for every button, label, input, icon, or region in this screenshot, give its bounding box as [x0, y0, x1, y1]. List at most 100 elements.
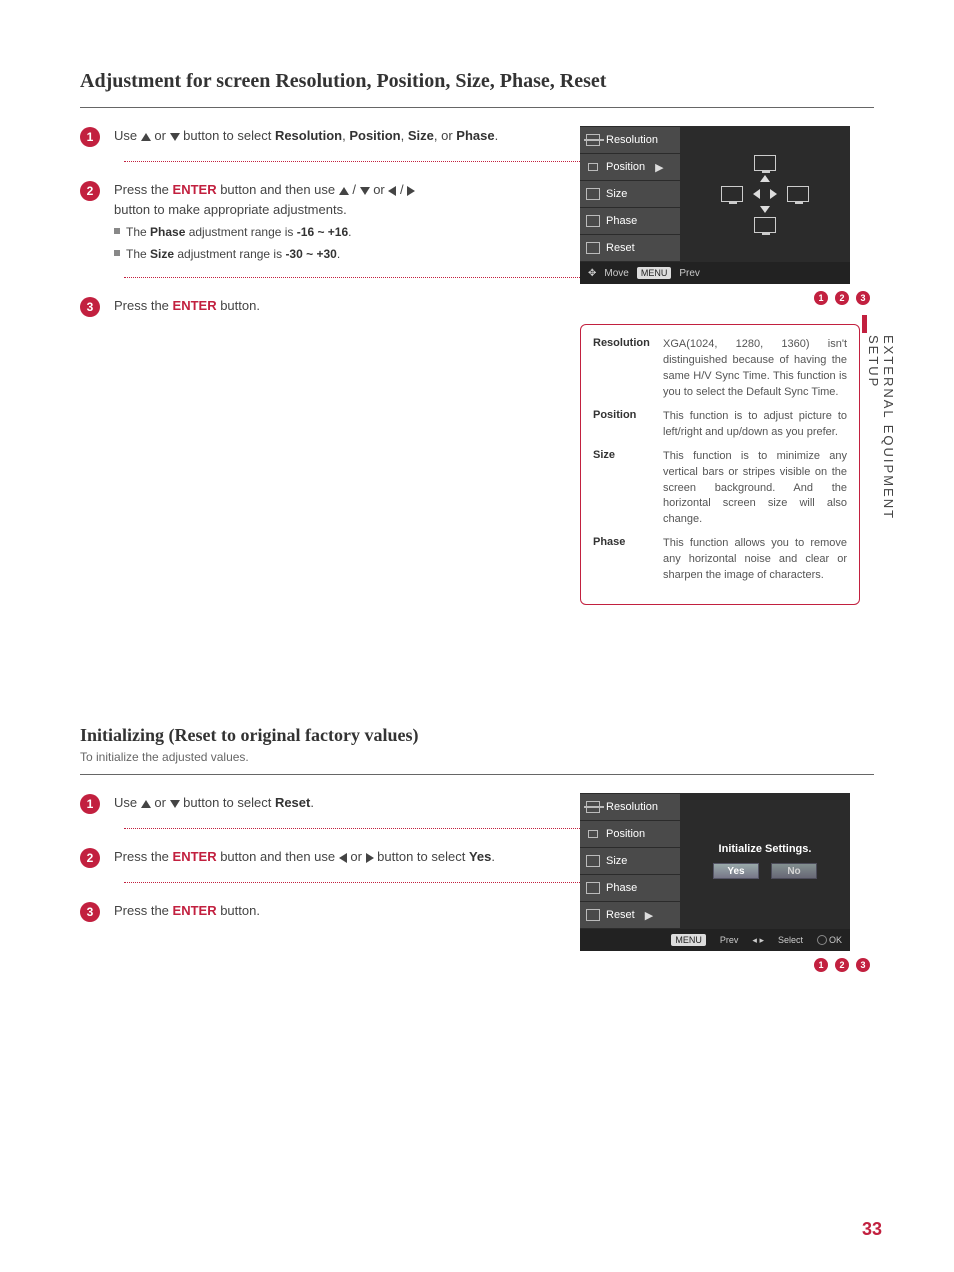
down-arrow-icon — [360, 187, 370, 195]
menu-button-label: MENU — [637, 267, 672, 279]
footer-ok-group: OK — [817, 935, 842, 946]
enter-label: ENTER — [173, 903, 217, 918]
osd-body: Resolution Position Size Phase Reset▶ In… — [580, 793, 850, 929]
left-arrow-icon — [388, 186, 396, 196]
init-preview: Initialize Settings. Yes No — [680, 793, 850, 929]
heading-rule-2 — [80, 774, 874, 775]
enter-label: ENTER — [173, 182, 217, 197]
init-columns: 1 Use or button to select Reset. 2 — [80, 793, 874, 973]
osd-item-reset[interactable]: Reset▶ — [580, 902, 680, 928]
step-number-1: 1 — [80, 794, 100, 814]
info-item-size: SizeThis function is to minimize any ver… — [593, 449, 847, 529]
reset-icon — [586, 909, 600, 921]
info-desc: This function is to adjust picture to le… — [663, 409, 847, 441]
step-number-3: 3 — [80, 297, 100, 317]
osd-footer: MENU Prev ◂ ▸ Select OK — [580, 929, 850, 951]
size-icon — [586, 188, 600, 200]
text: or — [154, 795, 169, 810]
footer-prev-label: Prev — [720, 935, 739, 945]
yes-button[interactable]: Yes — [713, 863, 759, 879]
down-arrow-icon — [170, 133, 180, 141]
osd-item-reset[interactable]: Reset — [580, 235, 680, 261]
screen-icon-left — [721, 186, 743, 202]
osd-label: Position — [606, 161, 645, 173]
info-item-phase: PhaseThis function allows you to remove … — [593, 536, 847, 584]
osd-item-size[interactable]: Size — [580, 181, 680, 207]
screen-icon-right — [787, 186, 809, 202]
text: adjustment range is — [174, 247, 285, 261]
enter-label: ENTER — [173, 849, 217, 864]
osd-body: Resolution Position ▶ Size Phase Reset — [580, 126, 850, 262]
osd-footer: ✥ Move MENU Prev — [580, 262, 850, 284]
bold-text: Size — [150, 247, 174, 261]
osd-item-phase[interactable]: Phase — [580, 875, 680, 901]
osd-item-resolution[interactable]: Resolution — [580, 794, 680, 820]
move-icon: ✥ — [588, 268, 596, 279]
info-desc: XGA(1024, 1280, 1360) isn't distinguishe… — [663, 337, 847, 401]
osd-item-position[interactable]: Position — [580, 821, 680, 847]
down-arrow-icon — [760, 206, 770, 213]
footer-select-label: Select — [778, 935, 803, 945]
adjust-steps: 1 Use or button to select Resolution, Po… — [80, 126, 550, 605]
menu-button-label: MENU — [671, 934, 706, 946]
side-tab: EXTERNAL EQUIPMENT SETUP — [862, 315, 884, 575]
text: button to select — [377, 849, 469, 864]
text: or — [154, 128, 169, 143]
position-icon — [586, 161, 600, 173]
phase-icon — [586, 882, 600, 894]
osd-item-phase[interactable]: Phase — [580, 208, 680, 234]
adjust-step-3: 3 Press the ENTER button. — [80, 296, 550, 317]
screen-icon-top — [754, 155, 776, 171]
info-term: Phase — [593, 536, 653, 584]
bold-text: Yes — [469, 849, 491, 864]
init-steps: 1 Use or button to select Reset. 2 — [80, 793, 550, 973]
step-body: Press the ENTER button and then use or b… — [114, 847, 550, 868]
text: button and then use — [217, 849, 339, 864]
bold-text: Size — [408, 128, 434, 143]
no-button[interactable]: No — [771, 863, 817, 879]
text: Press the — [114, 298, 173, 313]
info-box: ResolutionXGA(1024, 1280, 1360) isn't di… — [580, 324, 860, 605]
text: button and then use — [217, 182, 339, 197]
text: . — [495, 128, 499, 143]
phase-icon — [586, 215, 600, 227]
bullet-phase: The Phase adjustment range is -16 ~ +16. — [114, 223, 550, 241]
step-body-3: Press the ENTER button. — [114, 296, 550, 317]
init-heading: Initializing (Reset to original factory … — [80, 725, 874, 746]
dotted-divider — [124, 161, 584, 162]
ok-circle-icon — [817, 935, 827, 945]
adjust-columns: 1 Use or button to select Resolution, Po… — [80, 126, 874, 605]
resolution-icon — [586, 801, 600, 813]
bold-text: Resolution — [275, 128, 342, 143]
osd-menu-list: Resolution Position Size Phase Reset▶ — [580, 793, 680, 929]
osd-label: Reset — [606, 909, 635, 921]
text: button. — [217, 903, 260, 918]
bubble-3: 3 — [856, 958, 870, 972]
bubble-3: 3 — [856, 291, 870, 305]
resolution-icon — [586, 134, 600, 146]
text: The — [126, 225, 150, 239]
bubble-2: 2 — [835, 291, 849, 305]
osd-label: Position — [606, 828, 645, 840]
chevron-right-icon: ▶ — [655, 161, 663, 174]
adjust-heading: Adjustment for screen Resolution, Positi… — [80, 70, 874, 93]
init-step-2: 2 Press the ENTER button and then use or… — [80, 847, 550, 868]
init-step-1: 1 Use or button to select Reset. — [80, 793, 550, 814]
osd-item-resolution[interactable]: Resolution — [580, 127, 680, 153]
text: Use — [114, 128, 141, 143]
osd-reset-menu: Resolution Position Size Phase Reset▶ In… — [580, 793, 850, 951]
osd-item-size[interactable]: Size — [580, 848, 680, 874]
bold-text: Reset — [275, 795, 310, 810]
text: Press the — [114, 849, 173, 864]
page: EXTERNAL EQUIPMENT SETUP Adjustment for … — [0, 0, 954, 1272]
osd-item-position[interactable]: Position ▶ — [580, 154, 680, 180]
info-item-resolution: ResolutionXGA(1024, 1280, 1360) isn't di… — [593, 337, 847, 401]
osd-screen-menu: Resolution Position ▶ Size Phase Reset — [580, 126, 850, 284]
dotted-divider — [124, 828, 584, 829]
init-step-3: 3 Press the ENTER button. — [80, 901, 550, 922]
left-arrow-icon — [753, 189, 760, 199]
step-number-3: 3 — [80, 902, 100, 922]
init-right-col: Resolution Position Size Phase Reset▶ In… — [580, 793, 870, 973]
adjust-step-2: 2 Press the ENTER button and then use / … — [80, 180, 550, 263]
yes-no-row: Yes No — [713, 863, 817, 879]
